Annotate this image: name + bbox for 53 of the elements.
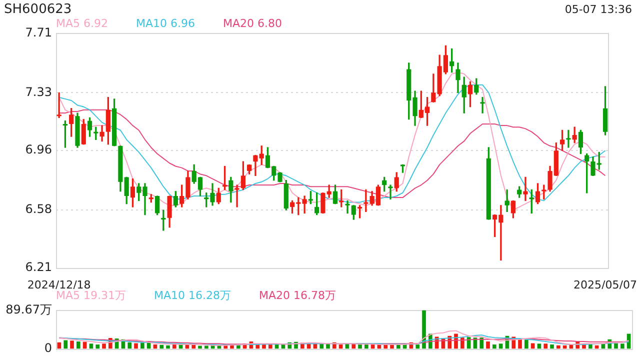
bar (134, 343, 138, 349)
text: MA5 6.92 (56, 17, 108, 30)
bar (460, 338, 464, 349)
bar (96, 344, 100, 349)
candlestick (566, 130, 571, 148)
text: MA5 19.31万 (56, 289, 126, 302)
bar (140, 342, 144, 349)
bar (352, 344, 356, 349)
bar (480, 338, 484, 349)
bar (556, 345, 560, 349)
bar (486, 341, 490, 349)
bar (326, 344, 330, 349)
text: MA20 16.78万 (259, 289, 336, 302)
bar (268, 344, 272, 349)
y-tick-label: 7.71 (25, 25, 52, 40)
candlestick (523, 176, 528, 202)
bar (364, 344, 368, 349)
bar (530, 343, 535, 349)
y-tick-label: 0 (44, 340, 52, 355)
candlestick (56, 92, 62, 118)
bar (64, 340, 68, 349)
candlestick (234, 184, 240, 208)
candlestick (345, 200, 350, 214)
bar (320, 344, 324, 349)
y-tick-label: 89.67万 (6, 302, 52, 316)
bar (550, 344, 554, 349)
bar (544, 344, 548, 349)
candlestick (504, 189, 510, 212)
bar (160, 344, 164, 349)
text: MA20 6.80 (223, 17, 282, 30)
y-tick-label: 6.58 (25, 202, 52, 216)
text: MA10 6.96 (136, 17, 196, 30)
bar (524, 340, 528, 349)
y-tick-label: 7.33 (25, 84, 52, 99)
bar (358, 344, 362, 349)
bar (70, 340, 74, 349)
bar (620, 344, 624, 349)
y-tick-label: 6.96 (25, 142, 52, 157)
text: 05-07 13:36 (564, 3, 632, 16)
bar (102, 344, 106, 349)
candlestick (480, 97, 485, 114)
bar (76, 341, 80, 349)
bar (416, 344, 420, 349)
bar (422, 310, 426, 349)
bar (492, 344, 496, 349)
candlestick (388, 184, 393, 200)
y-tick-label: 6.21 (25, 260, 52, 274)
bar (518, 338, 522, 349)
chart-title: SH600623 (4, 2, 72, 17)
bar (128, 342, 132, 349)
bar (166, 345, 170, 349)
bar (614, 343, 618, 349)
text: MA10 16.28万 (154, 289, 232, 302)
